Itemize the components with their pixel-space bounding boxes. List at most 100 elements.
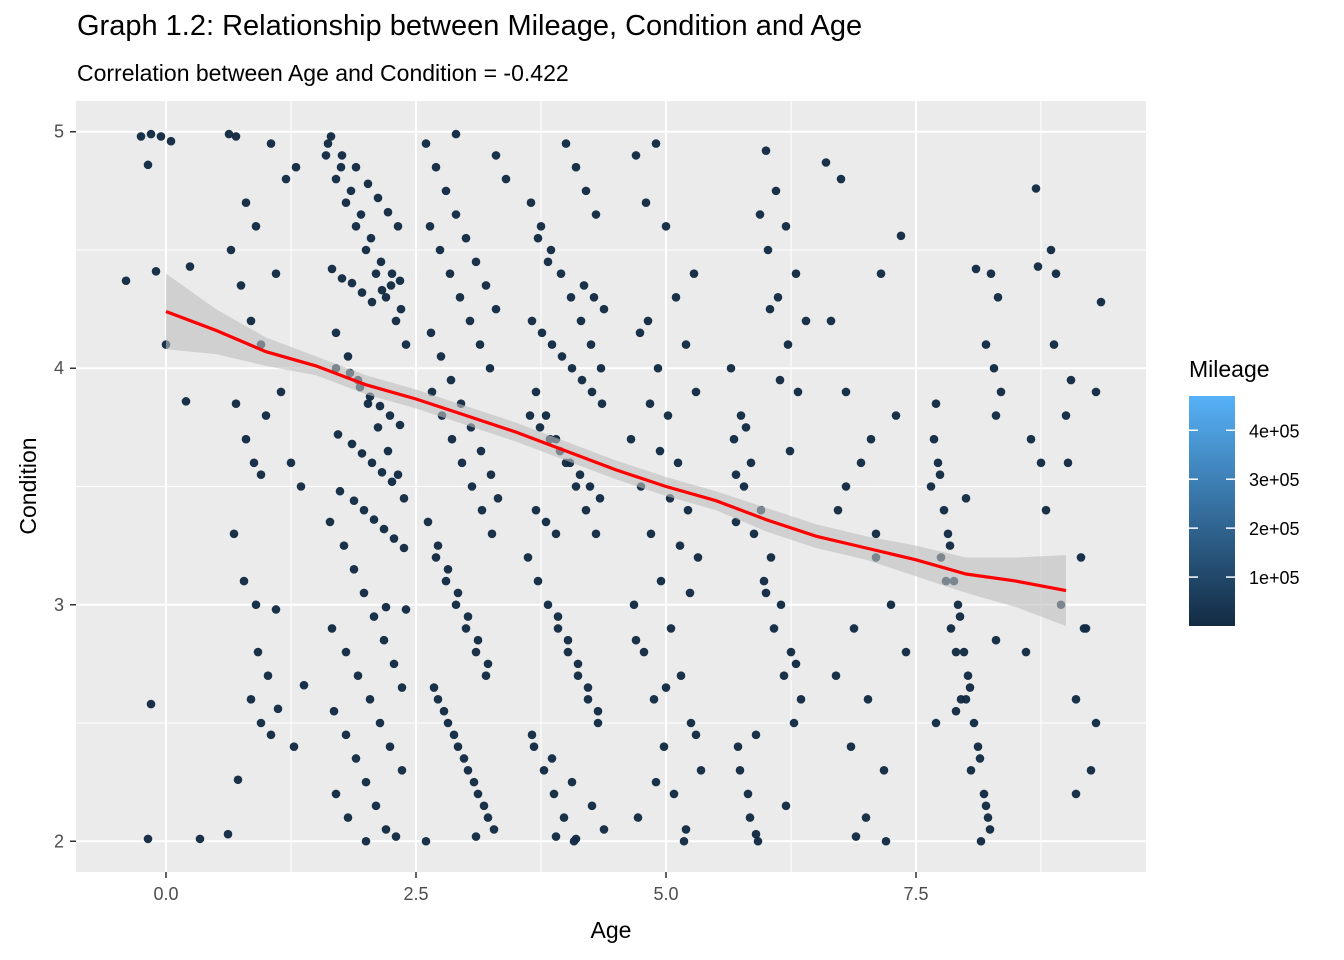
y-axis-label: Condition (15, 437, 41, 534)
data-point (1071, 695, 1081, 704)
data-point (846, 742, 856, 751)
data-point (357, 288, 367, 297)
data-point (1063, 458, 1073, 468)
data-point (785, 446, 795, 456)
data-point (769, 624, 779, 633)
data-point (146, 699, 156, 709)
x-tick-label: 2.5 (403, 884, 428, 904)
data-point (771, 186, 781, 196)
data-point (525, 411, 535, 420)
data-point (241, 434, 251, 444)
data-point (683, 505, 693, 515)
data-point (531, 387, 541, 397)
data-point (641, 198, 651, 207)
data-point (533, 576, 543, 586)
data-point (325, 517, 335, 527)
data-point (661, 222, 671, 231)
data-point (556, 269, 566, 278)
data-point (451, 600, 461, 610)
data-point (471, 832, 481, 841)
data-point (343, 352, 353, 361)
data-point (1031, 184, 1041, 193)
data-point (951, 647, 961, 657)
data-point (959, 647, 969, 657)
data-point (935, 470, 945, 479)
data-point (361, 777, 371, 787)
data-point (735, 766, 745, 775)
data-point (1086, 766, 1096, 775)
legend-tick-label: 1e+05 (1249, 568, 1300, 588)
data-point (789, 718, 799, 728)
data-point (166, 136, 176, 146)
y-tick-label: 2 (54, 831, 64, 851)
data-point (379, 524, 389, 534)
data-point (263, 671, 273, 681)
data-point (573, 659, 583, 669)
y-tick-label: 5 (54, 122, 64, 142)
data-point (547, 340, 557, 349)
data-point (659, 742, 669, 751)
data-point (377, 285, 387, 295)
data-point (871, 529, 881, 539)
data-point (271, 605, 281, 614)
data-point (443, 718, 453, 728)
data-point (661, 683, 671, 692)
data-point (335, 486, 345, 496)
data-point (975, 754, 985, 763)
data-point (985, 825, 995, 834)
data-point (779, 671, 789, 681)
data-point (446, 375, 456, 385)
data-point (635, 328, 645, 338)
data-point (249, 458, 259, 468)
data-point (475, 340, 485, 349)
legend-ticks: 1e+05 2e+05 3e+05 4e+05 (1189, 421, 1300, 588)
data-point (751, 730, 761, 740)
data-point (425, 222, 435, 231)
data-point (651, 139, 661, 148)
data-point (367, 297, 377, 307)
data-point (371, 269, 381, 278)
data-point (486, 470, 496, 479)
data-point (393, 222, 403, 231)
data-point (463, 766, 473, 775)
data-point (763, 245, 773, 255)
data-point (441, 576, 451, 586)
data-point (896, 231, 906, 241)
data-point (679, 836, 689, 846)
data-point (241, 198, 251, 207)
data-point (431, 553, 441, 562)
data-point (773, 292, 783, 302)
data-point (457, 458, 467, 468)
data-point (649, 695, 659, 704)
data-point (751, 829, 761, 839)
legend-tick-label: 2e+05 (1249, 519, 1300, 539)
data-point (256, 718, 266, 728)
data-point (375, 718, 385, 728)
data-point (537, 328, 547, 338)
data-point (759, 576, 769, 586)
data-point (467, 482, 477, 491)
data-point (455, 292, 465, 302)
data-point (493, 494, 503, 503)
data-point (296, 482, 306, 491)
data-point (746, 458, 756, 468)
data-point (369, 612, 379, 621)
data-point (589, 292, 599, 302)
data-point (841, 387, 851, 397)
data-points (121, 129, 1106, 846)
data-point (231, 399, 241, 409)
data-point (599, 825, 609, 834)
data-point (463, 612, 473, 621)
y-tick-label: 3 (54, 595, 64, 615)
data-point (389, 534, 399, 543)
data-point (231, 132, 241, 141)
data-point (563, 647, 573, 657)
data-point (246, 695, 256, 704)
chart-subtitle: Correlation between Age and Condition = … (77, 60, 569, 86)
data-point (393, 470, 403, 479)
data-point (675, 541, 685, 550)
data-point (631, 635, 641, 645)
data-point (1071, 789, 1081, 799)
data-point (671, 292, 681, 302)
confidence-band (166, 273, 1066, 626)
